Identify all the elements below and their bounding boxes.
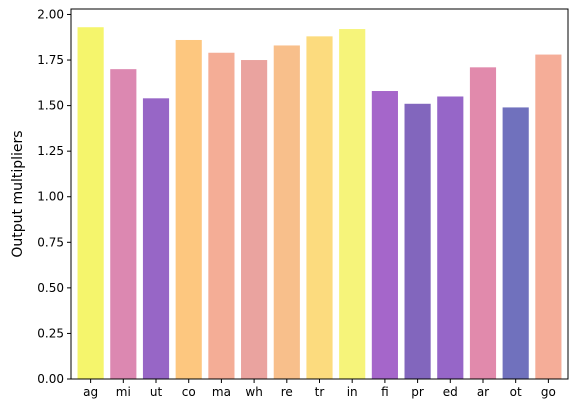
bar-go — [535, 54, 562, 380]
x-tick-label-in: in — [347, 385, 358, 399]
x-tick-label-wh: wh — [245, 385, 262, 399]
x-tick-label-ot: ot — [510, 385, 522, 399]
bar-wh — [241, 60, 268, 379]
bar-ag — [77, 27, 104, 380]
y-axis-label: Output multipliers — [10, 130, 26, 257]
y-tick-label: 0.75 — [37, 235, 64, 249]
bar-in — [339, 29, 366, 380]
y-tick-label: 0.50 — [37, 281, 64, 295]
x-tick-label-ut: ut — [150, 385, 163, 399]
bar-ed — [437, 96, 464, 380]
y-tick-label: 0.00 — [37, 372, 64, 386]
x-axis: ag mi ut co ma wh re tr in fi pr ed ar ot go — [83, 379, 556, 399]
bar-ar — [469, 67, 497, 379]
x-tick-label-re: re — [281, 385, 293, 399]
x-tick-label-pr: pr — [411, 385, 424, 399]
y-tick-label: 1.25 — [37, 144, 64, 158]
y-tick-label: 1.75 — [37, 53, 64, 67]
x-tick-label-ma: ma — [212, 385, 231, 399]
y-tick-label: 1.00 — [37, 190, 64, 204]
bar-co — [175, 39, 202, 379]
x-tick-label-tr: tr — [315, 385, 325, 399]
x-tick-label-mi: mi — [116, 385, 131, 399]
bar-ut — [142, 98, 170, 379]
x-tick-label-ed: ed — [443, 385, 458, 399]
y-axis: 0.00 0.25 0.50 0.75 1.00 1.25 1.50 1.75 2.00 — [37, 7, 71, 386]
bar-tr — [306, 36, 333, 379]
x-tick-label-ag: ag — [83, 385, 98, 399]
bar-ot — [502, 107, 529, 379]
bars-group — [77, 27, 562, 380]
bar-pr — [404, 103, 431, 380]
y-tick-label: 0.25 — [37, 326, 64, 340]
bar-re — [273, 45, 300, 380]
y-tick-label: 2.00 — [37, 7, 64, 21]
x-tick-label-go: go — [541, 385, 556, 399]
x-tick-label-ar: ar — [477, 385, 489, 399]
y-tick-label: 1.50 — [37, 99, 64, 113]
x-tick-label-fi: fi — [381, 385, 389, 399]
bar-mi — [110, 69, 137, 380]
bar-ma — [208, 52, 235, 380]
bar-fi — [371, 91, 398, 379]
x-tick-label-co: co — [182, 385, 196, 399]
